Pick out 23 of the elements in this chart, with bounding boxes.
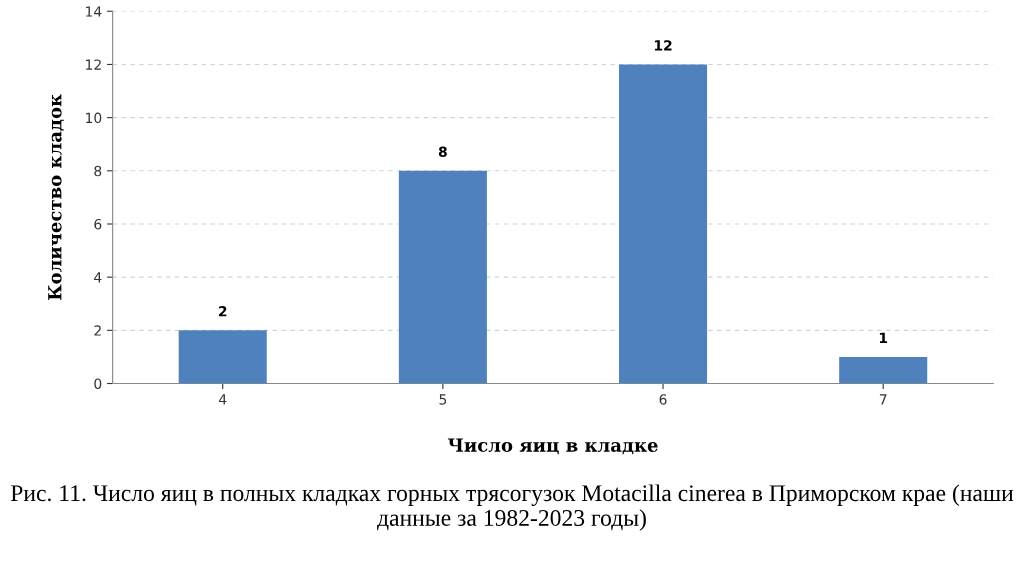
data-label: 12 bbox=[654, 40, 672, 51]
y-tick-label: 2 bbox=[94, 325, 101, 336]
x-tick-label: 4 bbox=[218, 394, 227, 405]
y-axis-title: Количество кладок bbox=[48, 94, 64, 301]
data-label: 2 bbox=[218, 306, 227, 317]
bar bbox=[178, 330, 267, 384]
x-tick-label: 5 bbox=[439, 394, 447, 405]
y-tick-label: 4 bbox=[94, 272, 102, 283]
y-tick-label: 14 bbox=[86, 6, 102, 17]
y-tick-label: 0 bbox=[94, 378, 102, 389]
y-tick-label: 6 bbox=[94, 218, 102, 230]
data-label: 8 bbox=[438, 146, 447, 158]
x-axis-title: Число яиц в кладке bbox=[447, 438, 658, 455]
x-tick-label: 7 bbox=[879, 394, 887, 405]
data-label: 1 bbox=[879, 332, 888, 343]
bar bbox=[619, 64, 708, 384]
y-tick-label: 10 bbox=[86, 112, 102, 124]
y-tick-label: 12 bbox=[86, 59, 101, 70]
text: Рис. 11. Число яиц в полных кладках горных трясогузок Motacilla cinerea в Приморском крае (наши данные за 1982-2023 годы) bbox=[10, 484, 1014, 531]
y-tick-label: 8 bbox=[94, 165, 102, 177]
bar bbox=[839, 356, 928, 384]
x-tick-label: 6 bbox=[659, 394, 667, 405]
bar bbox=[398, 170, 487, 384]
